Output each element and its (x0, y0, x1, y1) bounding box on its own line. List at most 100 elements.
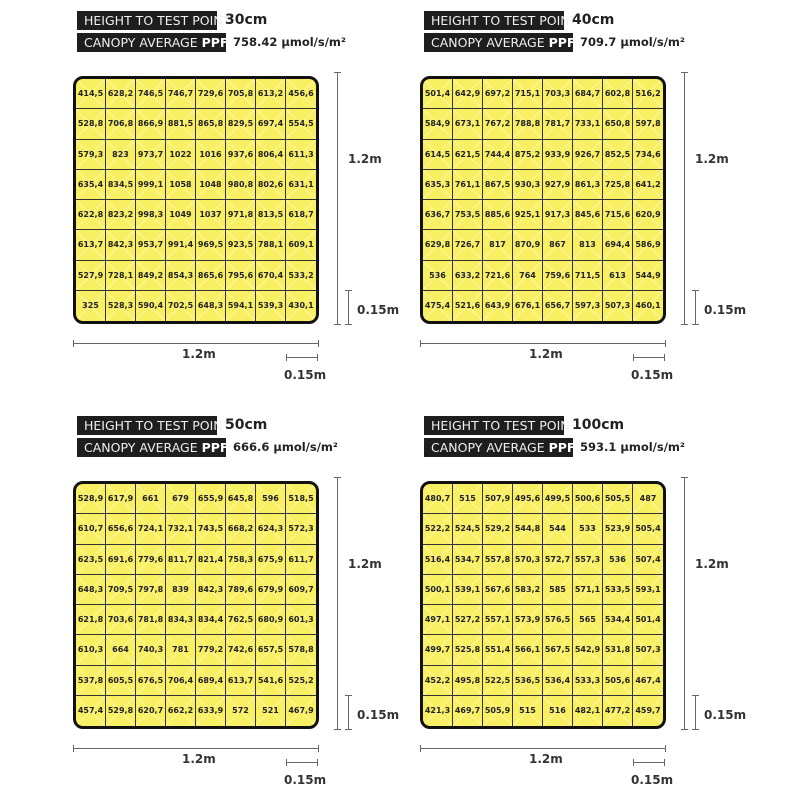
grid-cell: 572,7 (543, 544, 573, 575)
width-dimension-label: 1.2m (182, 752, 216, 766)
grid-cell: 706,4 (166, 665, 196, 696)
grid-cell: 521 (256, 695, 286, 726)
grid-cell: 477,2 (603, 695, 633, 726)
grid-cell: 501,4 (423, 79, 453, 110)
grid-cell: 325 (76, 290, 106, 321)
cell-width-dimension-label: 0.15m (284, 773, 327, 787)
grid-cell: 525,2 (286, 665, 316, 696)
grid-cell: 661 (136, 484, 166, 515)
grid-cell: 501,4 (633, 605, 663, 636)
dimension-cap (345, 290, 352, 291)
dimension-cap (681, 729, 688, 730)
ppfd-grid: 480,7 515 507,9 495,6 499,5 500,6 505,5 487 522,… (420, 481, 666, 729)
canopy-label-text: CANOPY AVERAGE (431, 35, 549, 50)
grid-cell: 953,7 (136, 230, 166, 261)
grid-cell: 802,6 (256, 169, 286, 200)
dimension-cap (664, 759, 665, 766)
grid-cell: 971,8 (226, 200, 256, 231)
grid-cell: 617,9 (106, 484, 136, 515)
grid-cell: 684,7 (573, 79, 603, 110)
grid-cell: 811,7 (166, 544, 196, 575)
height-value: 30cm (225, 12, 268, 28)
dimension-cap (318, 745, 319, 752)
dimension-cap (345, 324, 352, 325)
grid-cell: 495,8 (453, 665, 483, 696)
grid-cell: 529,2 (483, 514, 513, 545)
grid-cell: 691,6 (106, 544, 136, 575)
grid-cell: 706,8 (106, 109, 136, 140)
grid-cell: 505,4 (633, 514, 663, 545)
grid-cell: 740,3 (136, 635, 166, 666)
grid-cell: 539,3 (256, 290, 286, 321)
dimension-cap (692, 729, 699, 730)
grid-cell: 641,2 (633, 169, 663, 200)
canopy-average-value: 709.7 µmol/s/m² (580, 35, 685, 49)
dimension-cap (420, 745, 421, 752)
grid-cell: 673,1 (453, 109, 483, 140)
dimension-cap (317, 759, 318, 766)
grid-cell: 852,5 (603, 139, 633, 170)
height-dimension-label: 1.2m (695, 152, 729, 166)
grid-cell: 542,9 (573, 635, 603, 666)
cell-width-dimension-label: 0.15m (284, 368, 327, 382)
dimension-cap (334, 729, 341, 730)
ppfd-panel: HEIGHT TO TEST POINT 100cm CANOPY AVERAG… (347, 405, 747, 805)
grid-cell: 505,5 (603, 484, 633, 515)
ppfd-grid: 528,9 617,9 661 679 655,9 645,8 596 518,5 610,7 6… (73, 481, 319, 729)
canopy-average-label: CANOPY AVERAGE PPFD (77, 438, 239, 457)
grid-cell: 609,7 (286, 574, 316, 605)
grid-cell: 927,9 (543, 169, 573, 200)
grid-cell: 596 (256, 484, 286, 515)
grid-cell: 834,3 (166, 605, 196, 636)
dimension-cap (286, 759, 287, 766)
ppfd-label: PPFD (548, 440, 586, 455)
grid-cell: 764 (513, 260, 543, 291)
grid-cell: 467,9 (286, 695, 316, 726)
grid-cell: 715,6 (603, 200, 633, 231)
grid-cell: 566,1 (513, 635, 543, 666)
grid-cell: 726,7 (453, 230, 483, 261)
grid-cell: 709,5 (106, 574, 136, 605)
grid-cell: 925,1 (513, 200, 543, 231)
grid-cell: 554,5 (286, 109, 316, 140)
grid-cell: 624,3 (256, 514, 286, 545)
dimension-cap (664, 354, 665, 361)
grid-cell: 623,5 (76, 544, 106, 575)
grid-cell: 703,6 (106, 605, 136, 636)
grid-cell: 746,7 (166, 79, 196, 110)
grid-cell: 789,6 (226, 574, 256, 605)
grid-cell: 622,8 (76, 200, 106, 231)
grid-cell: 533,3 (573, 665, 603, 696)
grid-cell: 533 (573, 514, 603, 545)
grid-cell: 643,9 (483, 290, 513, 321)
grid-cell: 711,5 (573, 260, 603, 291)
grid-cell: 544,9 (633, 260, 663, 291)
dimension-cap (681, 477, 688, 478)
cell-height-dimension-line (348, 290, 349, 325)
grid-cell: 725,8 (603, 169, 633, 200)
dimension-cap (286, 354, 287, 361)
grid-cell: 650,8 (603, 109, 633, 140)
dimension-cap (317, 354, 318, 361)
ppfd-grid: 501,4 642,9 697,2 715,1 703,3 684,7 602,8 516,2… (420, 76, 666, 324)
canopy-label-text: CANOPY AVERAGE (84, 440, 202, 455)
grid-cell: 656,7 (543, 290, 573, 321)
cell-height-dimension-label: 0.15m (704, 303, 747, 317)
height-label: HEIGHT TO TEST POINT (77, 416, 230, 435)
grid-cell: 715,1 (513, 79, 543, 110)
grid-cell: 670,4 (256, 260, 286, 291)
grid-cell: 572,3 (286, 514, 316, 545)
grid-cell: 456,6 (286, 79, 316, 110)
grid-cell: 544 (543, 514, 573, 545)
grid-cell: 728,1 (106, 260, 136, 291)
grid-cell: 655,9 (196, 484, 226, 515)
height-dimension-line (337, 72, 338, 325)
grid-cell: 642,9 (453, 79, 483, 110)
grid-cell: 1048 (196, 169, 226, 200)
dimension-cap (633, 759, 634, 766)
grid-cell: 482,1 (573, 695, 603, 726)
grid-cell: 998,3 (136, 200, 166, 231)
grid-cell: 610,7 (76, 514, 106, 545)
grid-cell: 648,3 (76, 574, 106, 605)
grid-cell: 523,9 (603, 514, 633, 545)
